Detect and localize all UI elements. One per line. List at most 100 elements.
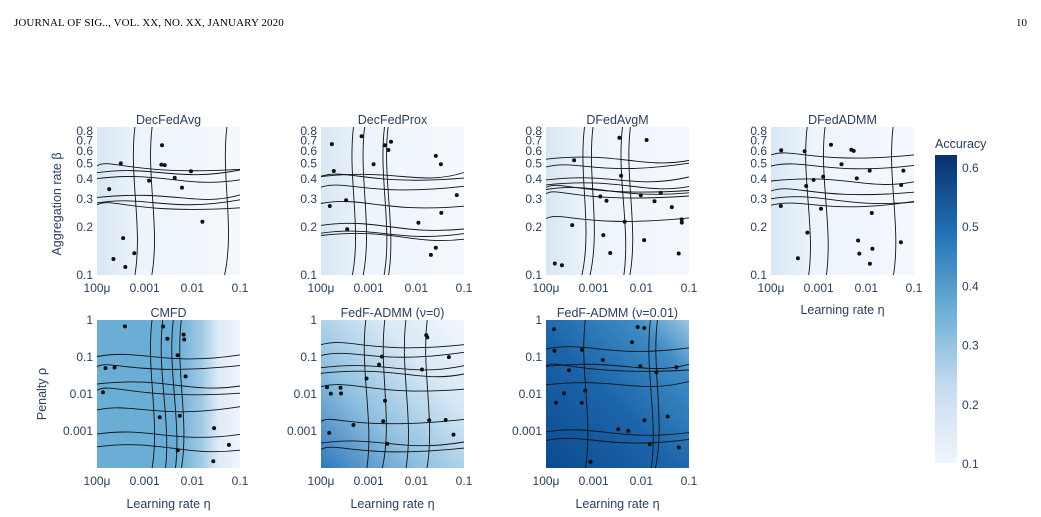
sample-point [389, 139, 393, 144]
contour-line [545, 162, 690, 170]
page-number: 10 [1016, 17, 1027, 29]
sample-point [103, 366, 108, 371]
x-tick-label: 0.01 [181, 474, 205, 488]
contour-lines [770, 126, 915, 276]
x-tick-label: 0.1 [456, 281, 473, 295]
sample-point [552, 348, 557, 353]
contour-line [770, 196, 915, 205]
y-tick-label: 0.3 [750, 192, 767, 206]
contour-line [545, 363, 690, 372]
sample-point [562, 391, 567, 396]
contour-line [545, 176, 690, 183]
sample-point [329, 142, 334, 147]
y-tick-label: 0.7 [300, 133, 317, 147]
contour-line [545, 346, 690, 352]
sample-point [654, 370, 659, 375]
sample-point [652, 199, 657, 204]
x-tick-label: 100μ [84, 474, 111, 488]
y-tick-label: 0.6 [525, 144, 542, 158]
sample-point [580, 347, 584, 352]
sample-point [676, 445, 681, 450]
colorbar-tick-label: 0.1 [962, 457, 979, 471]
sample-point [165, 336, 170, 341]
sample-point [854, 176, 859, 181]
x-tick-label: 0.01 [405, 281, 429, 295]
x-tick-label: 0.01 [405, 474, 429, 488]
sample-point [327, 204, 332, 208]
sample-point [381, 419, 386, 424]
contour-line [770, 163, 915, 170]
y-tick-label: 0.01 [519, 387, 543, 401]
accuracy-colorbar: Accuracy 0.6 0.5 0.4 0.3 0.2 0.1 [935, 137, 987, 471]
sample-points [551, 325, 681, 464]
sample-point [359, 134, 364, 139]
y-tick-label: 0.1 [525, 268, 542, 282]
sample-point [345, 227, 350, 232]
contour-line [545, 156, 690, 164]
sample-point [454, 193, 459, 198]
colorbar-tick-label: 0.3 [962, 339, 979, 353]
y-tick-label: 0.3 [525, 192, 542, 206]
y-tick-label: 0.1 [76, 268, 93, 282]
y-tick-label: 0.3 [76, 192, 93, 206]
y-tick-label: 0.001 [512, 424, 542, 438]
contour-lines [320, 319, 465, 469]
contour-line [320, 342, 465, 349]
x-axis-label: Learning rate η [350, 497, 434, 511]
sample-point [379, 354, 384, 359]
sample-point [212, 426, 217, 431]
sample-point [338, 385, 343, 390]
sample-point [172, 175, 177, 180]
heatmap-area [546, 127, 689, 275]
contour-line [655, 319, 660, 469]
x-axis-label: Learning rate η [800, 303, 884, 317]
sample-point [616, 427, 621, 432]
sample-point [101, 390, 105, 395]
sample-point [132, 251, 137, 256]
contour-line [363, 319, 370, 469]
y-tick-label: 0.5 [750, 157, 767, 171]
x-tick-label: 0.1 [681, 281, 698, 295]
sample-point [778, 204, 783, 208]
y-tick-label: 0.8 [300, 124, 317, 138]
y-tick-label: 0.3 [300, 192, 317, 206]
sample-point [182, 337, 187, 342]
colorbar-tick-label: 0.6 [962, 161, 979, 175]
contour-line [96, 202, 241, 210]
sample-point [339, 391, 343, 396]
sample-point [849, 147, 854, 152]
y-tick-label: 0.1 [300, 350, 317, 364]
contour-line [320, 172, 465, 179]
x-tick-label: 0.001 [130, 474, 160, 488]
sample-point [553, 400, 558, 405]
contour-line [96, 381, 241, 389]
sample-point [443, 418, 448, 422]
sample-points [101, 324, 231, 464]
x-tick-label: 0.001 [804, 281, 834, 295]
contour-line [805, 126, 811, 276]
sample-point [107, 187, 112, 192]
sample-point [642, 418, 647, 423]
sample-point [416, 220, 421, 225]
y-tick-label: 1 [535, 313, 542, 327]
panel-1: DecFedAvg 100μ 0.001 0.01 0.1 0.80.70.60.50.4… [76, 113, 248, 295]
colorbar-tick-label: 0.2 [962, 398, 979, 412]
contour-line [96, 176, 241, 183]
sample-point [175, 353, 180, 358]
contour-line [96, 444, 241, 453]
contour-line [545, 187, 690, 195]
x-axis-label: Learning rate η [575, 497, 659, 511]
x-tick-label: 0.001 [130, 281, 160, 295]
y-tick-label: 0.7 [525, 133, 542, 147]
contour-lines [96, 126, 241, 276]
contour-line [96, 169, 241, 176]
sample-point [572, 158, 577, 163]
sample-point [638, 364, 643, 369]
y-tick-label: 0.4 [525, 172, 542, 186]
panel-title: DFedADMM [808, 113, 877, 127]
panel-4: DFedADMM 100μ 0.001 0.01 0.1 0.80.70.60.50.4 0… [750, 113, 922, 295]
sample-point [829, 142, 833, 147]
panel-5: CMFD 100μ 0.001 0.01 0.1 1 0.1 0.01 0.001 [63, 306, 249, 488]
sample-point [211, 459, 216, 464]
